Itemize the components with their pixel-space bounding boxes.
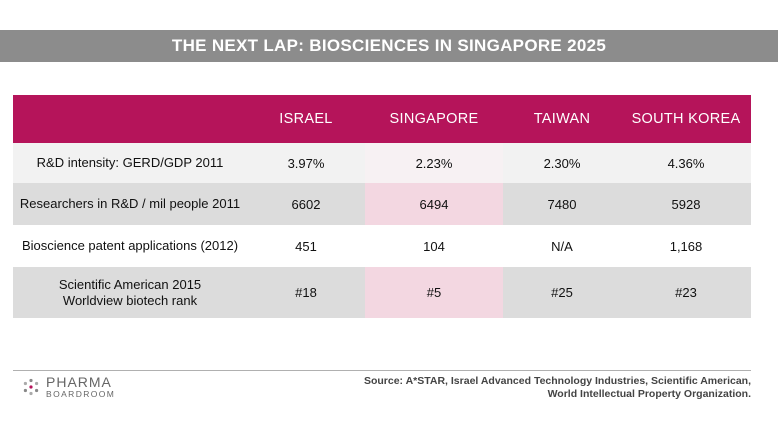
logo-text-top: PHARMA xyxy=(46,374,112,390)
row-label-line2: Worldview biotech rank xyxy=(62,292,198,308)
logo-text: PHARMA BOARDROOM xyxy=(46,375,115,399)
source-line-1: Source: A*STAR, Israel Advanced Technolo… xyxy=(363,375,751,387)
cell-israel: 6602 xyxy=(247,183,365,225)
cell-south-korea: 5928 xyxy=(621,183,751,225)
column-header-taiwan: TAIWAN xyxy=(503,95,621,143)
cell-singapore: 6494 xyxy=(365,183,503,225)
cell-singapore: 104 xyxy=(365,225,503,267)
cell-taiwan: 7480 xyxy=(503,183,621,225)
dots-logo-icon xyxy=(23,378,39,395)
column-header-israel: ISRAEL xyxy=(247,95,365,143)
table-row: Bioscience patent applications (2012) 45… xyxy=(13,225,751,267)
cell-taiwan: 2.30% xyxy=(503,143,621,183)
pharma-boardroom-logo: PHARMA BOARDROOM xyxy=(22,375,115,399)
row-label-line1: Scientific American 2015 xyxy=(58,276,202,292)
column-header-south-korea: SOUTH KOREA xyxy=(621,95,751,143)
row-label: Scientific American 2015 Worldview biote… xyxy=(13,267,247,318)
cell-taiwan: N/A xyxy=(503,225,621,267)
row-label: Bioscience patent applications (2012) xyxy=(13,225,247,267)
column-header-label xyxy=(13,95,247,143)
cell-israel: #18 xyxy=(247,267,365,318)
cell-israel: 3.97% xyxy=(247,143,365,183)
source-line-2: World Intellectual Property Organization… xyxy=(547,388,751,400)
cell-taiwan: #25 xyxy=(503,267,621,318)
table-row: R&D intensity: GERD/GDP 2011 3.97% 2.23%… xyxy=(13,143,751,183)
comparison-table: ISRAEL SINGAPORE TAIWAN SOUTH KOREA R&D … xyxy=(13,95,751,318)
table-row: Researchers in R&D / mil people 2011 660… xyxy=(13,183,751,225)
table-header-row: ISRAEL SINGAPORE TAIWAN SOUTH KOREA xyxy=(13,95,751,143)
cell-singapore: 2.23% xyxy=(365,143,503,183)
page-title: THE NEXT LAP: BIOSCIENCES IN SINGAPORE 2… xyxy=(0,30,778,62)
footer-divider xyxy=(13,370,751,371)
cell-south-korea: #23 xyxy=(621,267,751,318)
source-note: Source: A*STAR, Israel Advanced Technolo… xyxy=(291,375,751,401)
table-row: Scientific American 2015 Worldview biote… xyxy=(13,267,751,318)
cell-singapore: #5 xyxy=(365,267,503,318)
row-label: R&D intensity: GERD/GDP 2011 xyxy=(13,143,247,183)
cell-south-korea: 1,168 xyxy=(621,225,751,267)
cell-israel: 451 xyxy=(247,225,365,267)
row-label: Researchers in R&D / mil people 2011 xyxy=(13,183,247,225)
column-header-singapore: SINGAPORE xyxy=(365,95,503,143)
logo-text-bottom: BOARDROOM xyxy=(46,389,116,399)
cell-south-korea: 4.36% xyxy=(621,143,751,183)
